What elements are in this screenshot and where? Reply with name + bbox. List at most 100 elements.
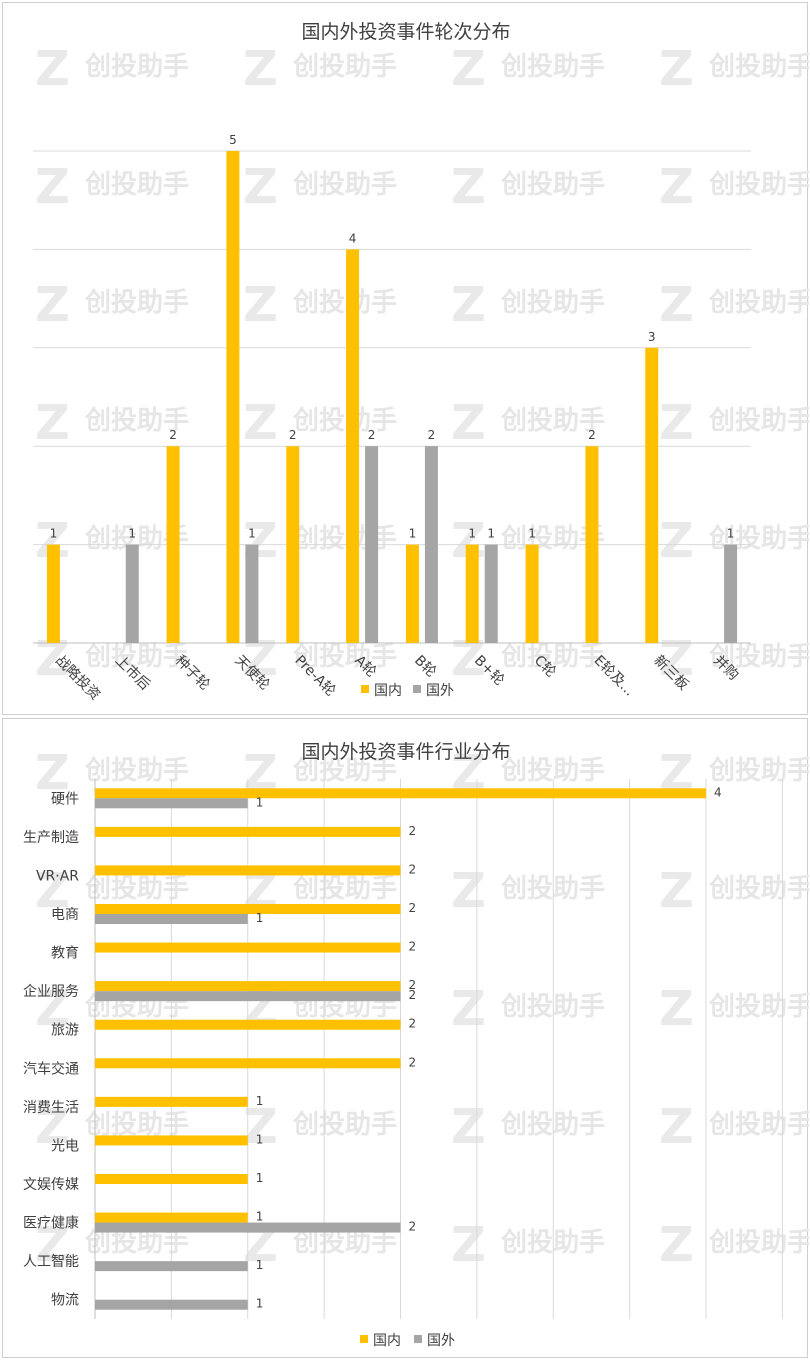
- bar-domestic: [525, 544, 539, 643]
- bar-foreign: [724, 544, 738, 643]
- watermark-text: 创投助手: [500, 406, 605, 436]
- y-tick-label: 企业服务: [23, 983, 79, 1000]
- watermark-logo: Z: [243, 159, 278, 215]
- bar-foreign: [365, 446, 379, 643]
- watermark-logo: Z: [659, 863, 694, 919]
- bar-domestic: [95, 981, 401, 992]
- watermark-text: 创投助手: [84, 756, 189, 786]
- legend-label-foreign: 国外: [427, 1333, 455, 1349]
- watermark-text: 创投助手: [84, 642, 189, 672]
- industry-distribution-chart: Z 创投助手 Z 创投助手 Z 创投助手 Z 创投助手 Z 创投助手 Z 创投助手 Z 创投助手 Z 创投助手…: [23, 741, 809, 1349]
- data-label: 2: [409, 862, 417, 876]
- watermark-text: 创投助手: [84, 874, 189, 904]
- data-label: 1: [256, 911, 264, 925]
- legend-label-foreign: 国外: [426, 683, 454, 699]
- legend-swatch-foreign: [414, 1335, 422, 1343]
- watermark-text: 创投助手: [500, 1228, 605, 1258]
- y-tick-label: 消费生活: [23, 1100, 79, 1116]
- watermark-text: 创投助手: [500, 874, 605, 904]
- bar-domestic: [95, 1019, 401, 1030]
- chart-title: 国内外投资事件轮次分布: [301, 21, 510, 43]
- bar-domestic: [95, 1174, 248, 1184]
- bar-foreign: [95, 1261, 248, 1272]
- data-label: 1: [468, 527, 476, 541]
- watermark-text: 创投助手: [500, 288, 605, 318]
- bar-domestic: [286, 446, 300, 643]
- watermark-text: 创投助手: [292, 642, 397, 672]
- y-tick-label: 医疗健康: [23, 1215, 79, 1232]
- watermark-logo: Z: [659, 395, 694, 451]
- watermark-logo: Z: [659, 631, 694, 687]
- watermark-logo: Z: [659, 981, 694, 1037]
- watermark-logo: Z: [659, 277, 694, 333]
- watermark-text: 创投助手: [708, 1228, 809, 1258]
- legend-swatch-domestic: [360, 1335, 368, 1343]
- watermark-text: 创投助手: [500, 756, 605, 786]
- bar-foreign: [95, 914, 248, 924]
- watermark-logo: Z: [451, 1217, 486, 1273]
- round-distribution-chart: Z 创投助手 Z 创投助手 Z 创投助手 Z 创投助手 Z 创投助手 Z 创投助手 Z 创投助手 Z 创投助手…: [33, 21, 809, 703]
- bar-domestic: [46, 544, 60, 643]
- legend-label-domestic: 国内: [373, 1333, 401, 1349]
- bar-foreign: [95, 1299, 248, 1310]
- watermark-text: 创投助手: [708, 642, 809, 672]
- y-tick-label: 硬件: [51, 791, 79, 807]
- bar-domestic: [95, 904, 401, 914]
- watermark-logo: Z: [35, 1099, 70, 1155]
- data-label: 2: [289, 428, 297, 442]
- watermark-logo: Z: [451, 159, 486, 215]
- y-tick-label: 物流: [51, 1293, 79, 1309]
- data-label: 2: [409, 901, 417, 915]
- watermark-text: 创投助手: [500, 992, 605, 1022]
- watermark-logo: Z: [451, 277, 486, 333]
- data-label: 2: [368, 428, 376, 442]
- data-label: 2: [409, 1220, 417, 1234]
- x-tick-label: 种子轮: [172, 653, 213, 694]
- bar-domestic: [95, 788, 706, 799]
- watermark-logo: Z: [243, 277, 278, 333]
- watermark-logo: Z: [659, 1217, 694, 1273]
- data-label: 2: [409, 978, 417, 992]
- bar-foreign: [125, 544, 139, 643]
- data-label: 1: [128, 527, 136, 541]
- watermark-text: 创投助手: [708, 874, 809, 904]
- watermark-logo: Z: [35, 41, 70, 97]
- watermark-text: 创投助手: [708, 992, 809, 1022]
- watermark-text: 创投助手: [708, 288, 809, 318]
- watermark-text: 创投助手: [84, 288, 189, 318]
- watermark-logo: Z: [35, 981, 70, 1037]
- x-tick-label: B轮: [411, 653, 439, 681]
- bar-domestic: [166, 446, 180, 643]
- watermark-logo: Z: [451, 395, 486, 451]
- data-label: 1: [256, 1210, 264, 1224]
- watermark-logo: Z: [35, 395, 70, 451]
- watermark-logo: Z: [35, 745, 70, 801]
- watermark-layer: Z 创投助手 Z 创投助手 Z 创投助手 Z 创投助手 Z 创投助手 Z 创投助手 Z 创投助手 Z 创投助手…: [35, 745, 809, 1273]
- data-label: 1: [256, 1171, 264, 1185]
- data-label: 1: [727, 527, 735, 541]
- data-label: 1: [256, 1132, 264, 1146]
- y-tick-label: 教育: [51, 946, 79, 962]
- data-label: 1: [487, 527, 495, 541]
- chart-title: 国内外投资事件行业分布: [301, 741, 510, 763]
- bar-foreign: [95, 1222, 401, 1233]
- watermark-text: 创投助手: [708, 52, 809, 82]
- bar-foreign: [95, 991, 401, 1002]
- watermark-text: 创投助手: [84, 52, 189, 82]
- watermark-logo: Z: [659, 513, 694, 569]
- watermark-text: 创投助手: [708, 406, 809, 436]
- bar-foreign: [245, 544, 259, 643]
- data-label: 1: [528, 527, 536, 541]
- watermark-text: 创投助手: [708, 1110, 809, 1140]
- bar-domestic: [95, 865, 401, 876]
- watermark-text: 创投助手: [292, 406, 397, 436]
- bar-domestic: [95, 1135, 248, 1146]
- watermark-text: 创投助手: [84, 170, 189, 200]
- watermark-logo: Z: [451, 981, 486, 1037]
- bar-domestic: [95, 1212, 248, 1223]
- bar-domestic: [405, 544, 419, 643]
- y-tick-label: 电商: [51, 907, 79, 923]
- watermark-logo: Z: [35, 159, 70, 215]
- data-label: 4: [349, 231, 357, 245]
- y-tick-label: 生产制造: [23, 830, 79, 846]
